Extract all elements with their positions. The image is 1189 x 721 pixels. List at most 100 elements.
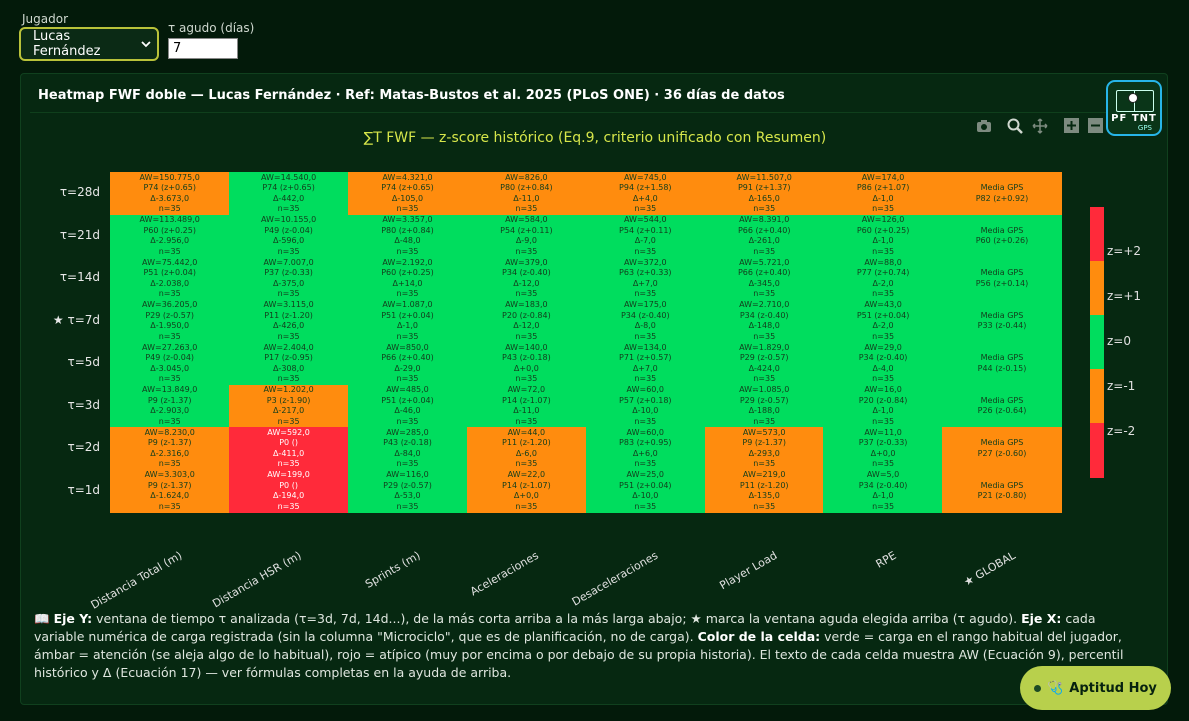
- heatmap-cell[interactable]: AW=285,0 P43 (z-0.18) Δ-84,0 n=35: [347, 427, 468, 470]
- heatmap-cell[interactable]: Media GPS P82 (z+0.92): [942, 172, 1062, 215]
- heatmap-cell[interactable]: AW=592,0 P0 () Δ-411,0 n=35: [228, 427, 349, 470]
- heatmap-cell[interactable]: AW=140,0 P43 (z-0.18) Δ+0,0 n=35: [466, 342, 587, 385]
- pan-icon[interactable]: [1032, 118, 1048, 134]
- heatmap-cell[interactable]: AW=14.540,0 P74 (z+0.65) Δ-442,0 n=35: [228, 172, 349, 215]
- heatmap-cell[interactable]: AW=5.721,0 P66 (z+0.40) Δ-345,0 n=35: [704, 257, 824, 300]
- cell-text: AW=150.775,0: [139, 172, 200, 182]
- cell-text: P34 (z-0.40): [739, 310, 789, 320]
- heatmap-cell[interactable]: AW=22,0 P14 (z-1.07) Δ+0,0 n=35: [466, 469, 587, 513]
- tau-input[interactable]: [168, 38, 238, 59]
- heatmap-cell[interactable]: AW=75.442,0 P51 (z+0.04) Δ-2.038,0 n=35: [110, 257, 230, 300]
- cell-text: P29 (z-0.57): [383, 480, 432, 490]
- heatmap-cell[interactable]: Media GPS P27 (z-0.60): [942, 427, 1062, 470]
- heatmap-cell[interactable]: AW=126,0 P60 (z+0.25) Δ-1,0 n=35: [823, 214, 943, 258]
- heatmap-cell[interactable]: AW=113.489,0 P60 (z+0.25) Δ-2.956,0 n=35: [110, 214, 230, 258]
- heatmap-cell[interactable]: AW=10.155,0 P49 (z-0.04) Δ-596,0 n=35: [228, 214, 349, 258]
- cell-text: P71 (z+0.57): [619, 353, 672, 362]
- heatmap-cell[interactable]: AW=3.115,0 P11 (z-1.20) Δ-426,0 n=35: [228, 299, 349, 343]
- heatmap-cell[interactable]: AW=2.404,0 P17 (z-0.95) Δ-308,0 n=35: [228, 342, 349, 385]
- heatmap-cell[interactable]: AW=1.829,0 P29 (z-0.57) Δ-424,0 n=35: [704, 342, 824, 385]
- heatmap-cell[interactable]: AW=174,0 P86 (z+1.07) Δ-1,0 n=35: [823, 172, 943, 215]
- aptitud-hoy-button[interactable]: 🩺 Aptitud Hoy: [1020, 666, 1171, 710]
- zoom-in-icon[interactable]: [1064, 118, 1079, 133]
- heatmap-cell[interactable]: AW=5,0 P34 (z-0.40) Δ-1,0 n=35: [823, 469, 943, 513]
- heatmap-cell[interactable]: Media GPS P44 (z-0.15): [942, 342, 1062, 385]
- heatmap-cell[interactable]: Media GPS P33 (z-0.44): [942, 299, 1062, 343]
- status-dot-icon: [1034, 684, 1042, 692]
- cell-text: P94 (z+1.58): [619, 183, 672, 192]
- heatmap-cell[interactable]: AW=1.085,0 P29 (z-0.57) Δ-188,0 n=35: [704, 384, 824, 428]
- camera-icon[interactable]: [976, 118, 992, 134]
- cell-text: P74 (z+0.65): [143, 183, 196, 192]
- player-select-value: Lucas Fernández: [33, 29, 101, 59]
- heatmap-cell[interactable]: AW=44,0 P11 (z-1.20) Δ-6,0 n=35: [466, 427, 587, 470]
- heatmap-cell[interactable]: AW=11.507,0 P91 (z+1.37) Δ-165,0 n=35: [704, 172, 824, 215]
- heatmap-cell[interactable]: AW=8.391,0 P66 (z+0.40) Δ-261,0 n=35: [704, 214, 824, 258]
- heatmap-cell[interactable]: AW=16,0 P20 (z-0.84) Δ-1,0 n=35: [823, 384, 943, 428]
- heatmap-cell[interactable]: AW=573,0 P9 (z-1.37) Δ-293,0 n=35: [704, 427, 824, 470]
- cell-text: Media GPS: [980, 183, 1024, 192]
- cell-text: Δ-7,0: [634, 236, 656, 245]
- cell-text: P51 (z+0.04): [381, 310, 434, 320]
- heatmap-cell[interactable]: Media GPS P26 (z-0.64): [942, 384, 1062, 428]
- player-select[interactable]: Lucas Fernández: [19, 27, 159, 61]
- heatmap-cell[interactable]: AW=1.087,0 P51 (z+0.04) Δ-1,0 n=35: [347, 299, 468, 343]
- heatmap-cell[interactable]: AW=150.775,0 P74 (z+0.65) Δ-3.673,0 n=35: [110, 172, 230, 215]
- heatmap-cell[interactable]: AW=2.710,0 P34 (z-0.40) Δ-148,0 n=35: [704, 299, 824, 343]
- heatmap-cell[interactable]: AW=134,0 P71 (z+0.57) Δ+7,0 n=35: [585, 342, 705, 385]
- cell-text: AW=3.115,0: [263, 300, 314, 309]
- heatmap-cell[interactable]: AW=116,0 P29 (z-0.57) Δ-53,0 n=35: [347, 469, 468, 513]
- heatmap-cell[interactable]: AW=183,0 P20 (z-0.84) Δ-12,0 n=35: [466, 299, 587, 343]
- heatmap-cell[interactable]: AW=379,0 P34 (z-0.40) Δ-12,0 n=35: [466, 257, 587, 300]
- heatmap-cell[interactable]: Media GPS P60 (z+0.26): [942, 214, 1062, 258]
- heatmap-cell[interactable]: AW=4.321,0 P74 (z+0.65) Δ-105,0 n=35: [347, 172, 468, 215]
- heatmap-cell[interactable]: AW=485,0 P51 (z+0.04) Δ-46,0 n=35: [347, 384, 468, 428]
- cell-text: Δ-1,0: [872, 193, 894, 203]
- heatmap-cell[interactable]: AW=11,0 P37 (z-0.33) Δ+0,0 n=35: [823, 427, 943, 470]
- heatmap-cell[interactable]: AW=27.263,0 P49 (z-0.04) Δ-3.045,0 n=35: [110, 342, 230, 385]
- heatmap-cell[interactable]: Media GPS P21 (z-0.80): [942, 469, 1062, 513]
- heatmap-cell[interactable]: Media GPS P56 (z+0.14): [942, 257, 1062, 300]
- heatmap-cell[interactable]: AW=25,0 P51 (z+0.04) Δ-10,0 n=35: [585, 469, 705, 513]
- heatmap-cell[interactable]: AW=544,0 P54 (z+0.11) Δ-7,0 n=35: [585, 214, 705, 258]
- heatmap-cell[interactable]: AW=7.007,0 P37 (z-0.33) Δ-375,0 n=35: [228, 257, 349, 300]
- cell-text: n=35: [753, 459, 776, 468]
- cell-text: Δ+6,0: [632, 448, 658, 458]
- heatmap-cell[interactable]: AW=36.205,0 P29 (z-0.57) Δ-1.950,0 n=35: [110, 299, 230, 343]
- heatmap-cell[interactable]: AW=88,0 P77 (z+0.74) Δ-2,0 n=35: [823, 257, 943, 300]
- heatmap-cell[interactable]: AW=850,0 P66 (z+0.40) Δ-29,0 n=35: [347, 342, 468, 385]
- heatmap-cell[interactable]: AW=8.230,0 P9 (z-1.37) Δ-2.316,0 n=35: [110, 427, 230, 470]
- heatmap-cell[interactable]: AW=199,0 P0 () Δ-194,0 n=35: [228, 469, 349, 513]
- cell-text: Media GPS: [980, 353, 1024, 362]
- heatmap-cell[interactable]: AW=1.202,0 P3 (z-1.90) Δ-217,0 n=35: [228, 384, 349, 428]
- cell-text: AW=14.540,0: [260, 172, 317, 182]
- heatmap-cell[interactable]: AW=43,0 P51 (z+0.04) Δ-2,0 n=35: [823, 299, 943, 343]
- heatmap-cell[interactable]: AW=72,0 P14 (z-1.07) Δ-11,0 n=35: [466, 384, 587, 428]
- heatmap-cell[interactable]: AW=175,0 P34 (z-0.40) Δ-8,0 n=35: [585, 299, 705, 343]
- heatmap-cell[interactable]: AW=60,0 P83 (z+0.95) Δ+6,0 n=35: [585, 427, 705, 470]
- heatmap-cell[interactable]: AW=29,0 P34 (z-0.40) Δ-4,0 n=35: [823, 342, 943, 385]
- colorbar-tick: z=-2: [1107, 424, 1136, 438]
- heatmap-cell[interactable]: AW=13.849,0 P9 (z-1.37) Δ-2.903,0 n=35: [110, 384, 230, 428]
- zoom-icon[interactable]: [1007, 118, 1023, 134]
- cell-text: n=35: [634, 204, 657, 213]
- cell-text: n=35: [515, 331, 538, 341]
- heatmap-cell[interactable]: AW=3.357,0 P80 (z+0.84) Δ-48,0 n=35: [347, 214, 468, 258]
- cell-text: Δ-411,0: [272, 448, 305, 458]
- heatmap-cell[interactable]: AW=3.303,0 P9 (z-1.37) Δ-1.624,0 n=35: [110, 469, 230, 513]
- cell-text: n=35: [277, 289, 300, 298]
- cell-text: n=35: [515, 459, 538, 468]
- zoom-out-icon[interactable]: [1088, 118, 1103, 133]
- cell-text: P51 (z+0.04): [143, 268, 196, 277]
- heatmap-cell[interactable]: AW=60,0 P57 (z+0.18) Δ-10,0 n=35: [585, 384, 705, 428]
- heatmap-cell[interactable]: AW=584,0 P54 (z+0.11) Δ-9,0 n=35: [466, 214, 587, 258]
- cell-text: Δ-217,0: [272, 406, 305, 415]
- heatmap-cell[interactable]: AW=745,0 P94 (z+1.58) Δ+4,0 n=35: [585, 172, 705, 215]
- logo: PF TNT GPS: [1106, 80, 1162, 136]
- heatmap-cell[interactable]: AW=2.192,0 P60 (z+0.25) Δ+14,0 n=35: [347, 257, 468, 300]
- heatmap-cell[interactable]: AW=826,0 P80 (z+0.84) Δ-11,0 n=35: [466, 172, 587, 215]
- heatmap-cell[interactable]: AW=219,0 P11 (z-1.20) Δ-135,0 n=35: [704, 469, 824, 513]
- heatmap-cell[interactable]: AW=372,0 P63 (z+0.33) Δ+7,0 n=35: [585, 257, 705, 300]
- cell-text: Δ-6,0: [515, 448, 537, 458]
- aptitud-hoy-label: Aptitud Hoy: [1069, 680, 1157, 696]
